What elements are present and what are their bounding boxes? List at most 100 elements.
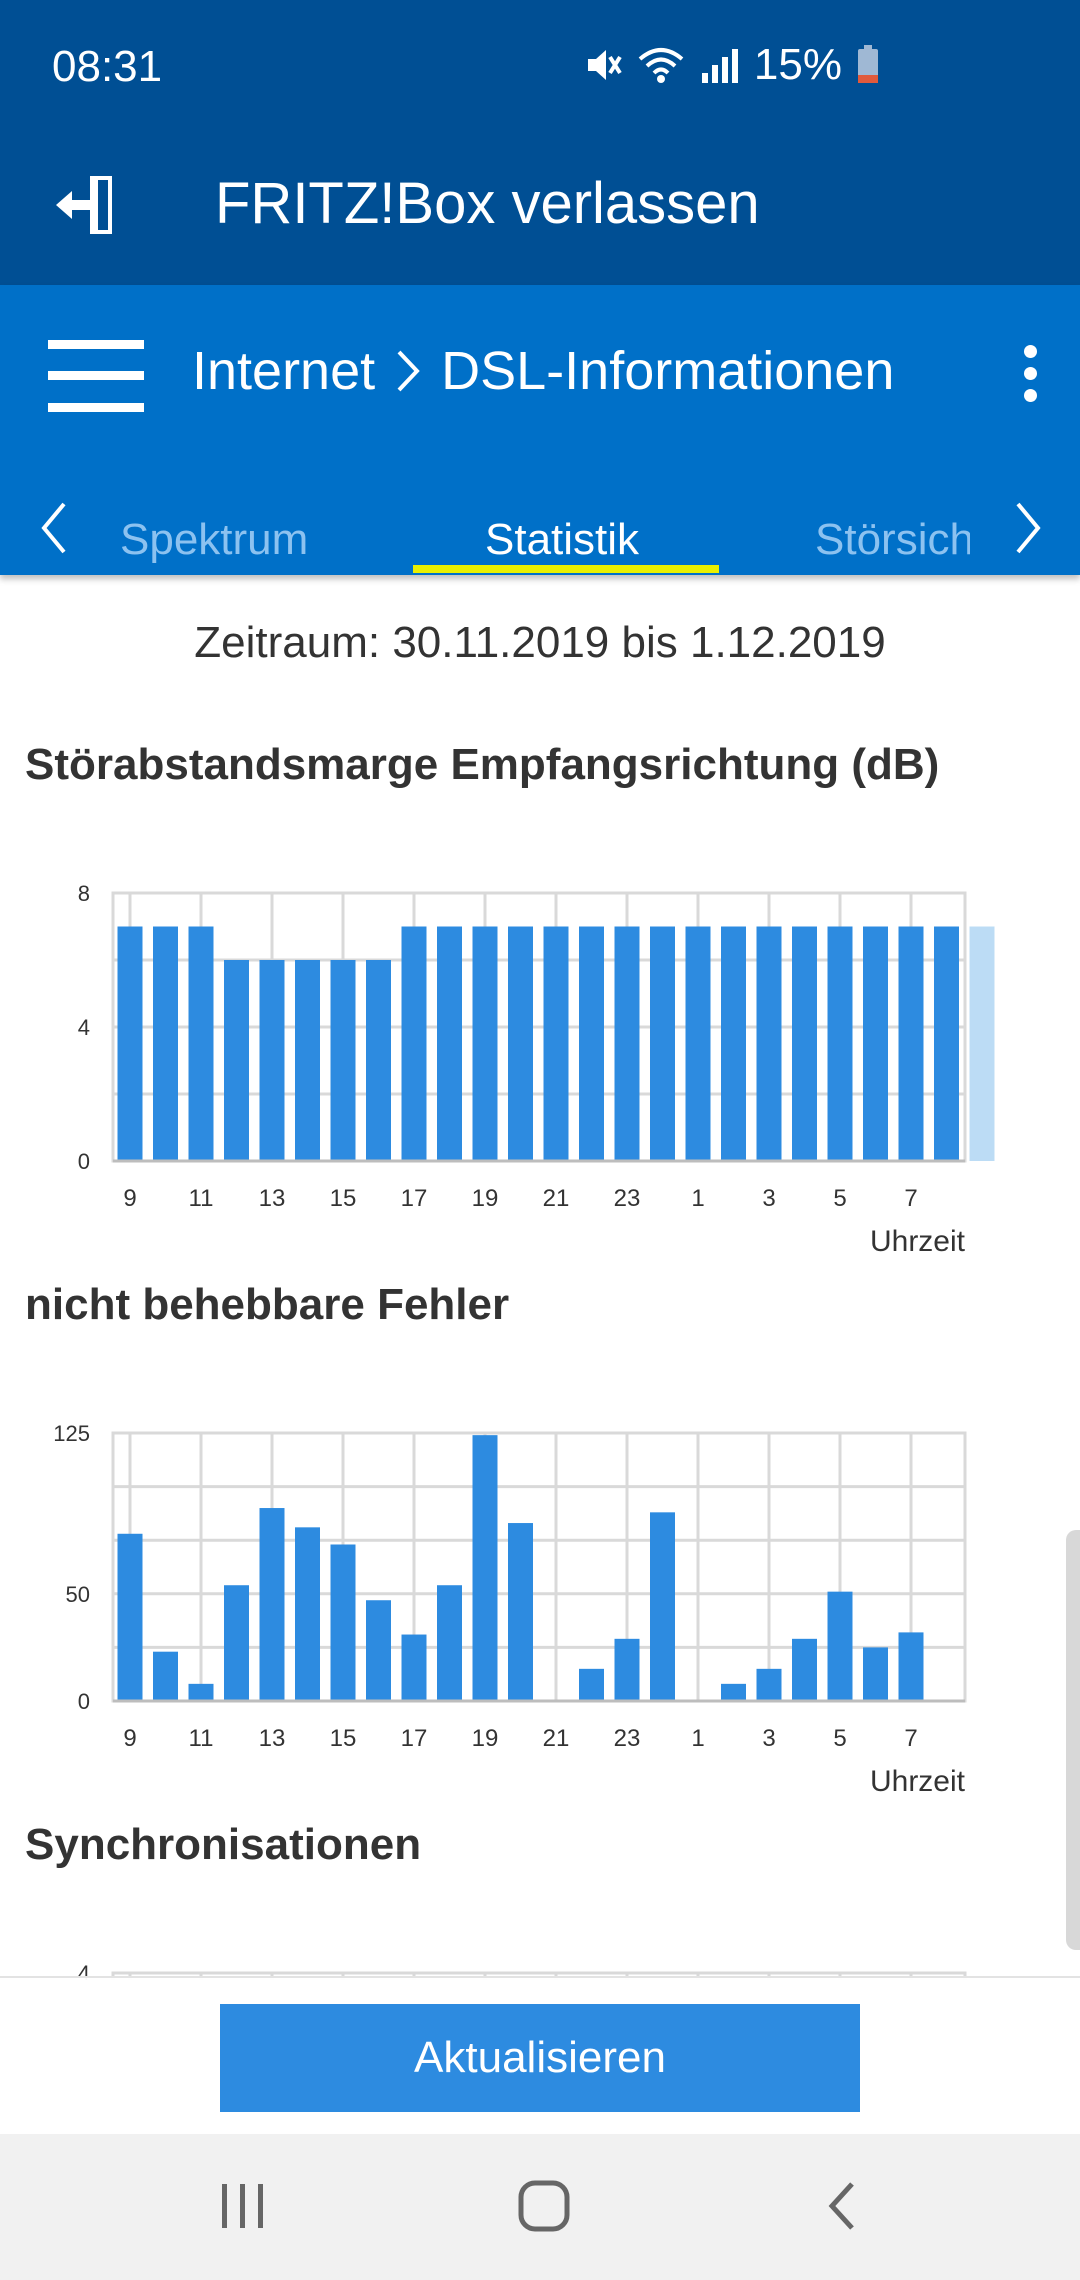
bar [153,926,178,1161]
bar [543,926,569,1161]
bar [117,926,143,1161]
battery-icon [858,45,878,83]
bar [756,926,782,1161]
tab-scroll-right-icon[interactable] [1010,500,1046,556]
bar [792,926,817,1161]
status-time: 08:31 [52,42,163,91]
status-icons: 15% [582,40,880,90]
tab-scroll-left-icon[interactable] [36,500,72,556]
bar [188,1683,214,1701]
bar [259,1508,285,1701]
bar [579,926,604,1161]
bar [898,1632,924,1701]
plot-frame [111,1971,967,1980]
home-icon[interactable] [516,2178,572,2234]
breadcrumb: Internet DSL-Informationen [192,340,894,402]
x-tick-label: 1 [691,1725,704,1752]
y-tick-label: 8 [78,881,90,906]
bar [827,1591,853,1701]
bar [437,926,462,1161]
x-tick-label: 17 [401,1185,428,1212]
battery-percent: 15% [753,40,842,89]
x-axis-label: Uhrzeit [870,1225,966,1258]
bar [863,926,888,1161]
tab-spektrum[interactable]: Spektrum [120,515,309,564]
bar [579,1668,604,1701]
x-tick-label: 11 [189,1725,214,1752]
x-tick-label: 1 [691,1185,704,1212]
x-tick-label: 11 [189,1185,214,1212]
x-tick-label: 13 [259,1725,286,1752]
tab-stoersicherheit[interactable]: Störsich [815,515,970,564]
status-bar: 08:31 15% [0,0,1080,140]
bar [472,926,498,1161]
app-title[interactable]: FRITZ!Box verlassen [215,171,760,236]
x-tick-label: 21 [543,1725,570,1752]
sync-chart: 42 [78,1961,967,1980]
x-axis-label: Uhrzeit [870,1765,966,1798]
x-tick-label: 3 [762,1725,775,1752]
bar [650,1512,675,1701]
y-tick-label: 4 [78,1961,90,1980]
bar [898,926,924,1161]
more-vertical-icon[interactable] [1020,345,1040,403]
x-tick-label: 23 [614,1185,641,1212]
bar [153,1651,178,1701]
x-tick-label: 19 [472,1725,499,1752]
tab-statistik[interactable]: Statistik [485,515,640,564]
x-tick-label: 7 [904,1725,917,1752]
snr-section-title: Störabstandsmarge Empfangsrichtung (dB) [25,740,940,789]
bar [295,960,320,1161]
x-tick-label: 17 [401,1725,428,1752]
bar [366,1600,391,1701]
nav-bar: Internet DSL-Informationen Spektrum Stat… [0,285,1080,575]
bar [721,926,746,1161]
bar [685,926,711,1161]
x-tick-label: 13 [259,1185,286,1212]
scrollbar[interactable] [1066,1530,1080,1950]
bar [508,1523,533,1701]
y-tick-label: 4 [78,1015,90,1040]
bar [756,1668,782,1701]
bar [934,926,959,1161]
bar [792,1638,817,1701]
x-tick-label: 5 [833,1725,846,1752]
signal-icon [701,49,738,83]
bar [614,926,640,1161]
bottom-action-panel: Aktualisieren [0,1976,1080,2136]
bar [401,926,427,1161]
recent-apps-icon[interactable] [218,2178,268,2234]
x-tick-label: 15 [330,1725,357,1752]
menu-icon[interactable] [48,340,144,412]
x-tick-label: 9 [123,1185,136,1212]
back-icon[interactable] [822,2178,862,2234]
bar [508,926,533,1161]
x-tick-label: 7 [904,1185,917,1212]
bar [366,960,391,1161]
bar [437,1585,462,1701]
bar [188,926,214,1161]
app-bar: FRITZ!Box verlassen [0,140,1080,285]
breadcrumb-internet[interactable]: Internet [192,341,376,401]
wifi-icon [638,48,684,83]
x-tick-label: 5 [833,1185,846,1212]
y-tick-label: 50 [66,1582,90,1607]
bar [224,960,249,1161]
bar [721,1683,746,1701]
bar [650,926,675,1161]
statistics-content: Zeitraum: 30.11.2019 bis 1.12.2019 Störa… [0,575,1080,1980]
sync-section-title: Synchronisationen [25,1820,422,1869]
exit-icon[interactable] [50,170,120,240]
active-tab-indicator [413,565,719,573]
tab-bar: Spektrum Statistik Störsich [0,480,1080,575]
x-tick-label: 9 [123,1725,136,1752]
current-bar [969,926,995,1161]
bar [259,960,285,1161]
y-tick-label: 0 [78,1689,90,1714]
x-tick-label: 23 [614,1725,641,1752]
update-button[interactable]: Aktualisieren [220,2004,860,2112]
x-tick-label: 15 [330,1185,357,1212]
system-nav-bar [0,2134,1080,2280]
